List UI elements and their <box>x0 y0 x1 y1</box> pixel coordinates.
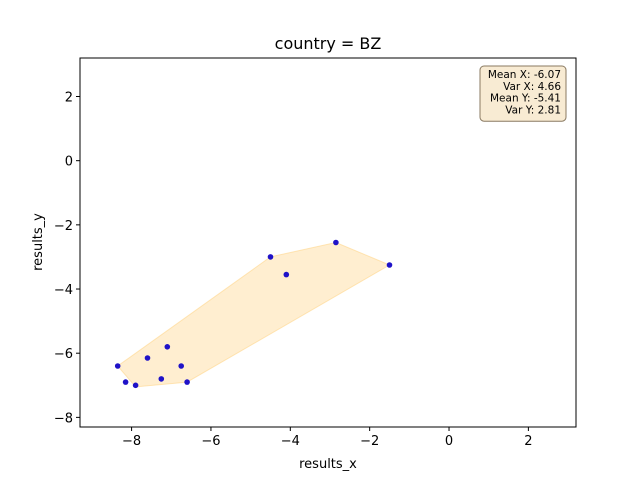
data-point <box>267 254 274 260</box>
y-tick-label: −6 <box>54 347 73 362</box>
y-tick-label: 0 <box>65 155 73 170</box>
data-point <box>158 376 165 382</box>
data-point <box>132 382 139 389</box>
x-tick-label: −8 <box>122 434 141 449</box>
data-point <box>283 271 290 278</box>
stats-line: Var X: 4.66 <box>503 81 561 93</box>
data-point <box>178 363 184 369</box>
data-point <box>122 379 129 385</box>
x-tick-label: −2 <box>360 434 379 449</box>
plot-frame <box>79 57 577 428</box>
x-tick-label: 0 <box>445 434 453 449</box>
x-tick-label: −6 <box>201 434 220 449</box>
stats-line: Var Y: 2.81 <box>505 104 561 116</box>
stats-line: Mean X: -6.07 <box>488 69 561 81</box>
chart-title: country = BZ <box>275 34 382 53</box>
x-tick-label: 2 <box>524 434 532 449</box>
stats-line: Mean Y: -5.41 <box>490 93 561 105</box>
x-tick-label: −4 <box>281 434 300 449</box>
hull-polygon <box>116 241 391 388</box>
stats-box <box>479 65 567 122</box>
y-tick-label: −4 <box>54 283 73 298</box>
x-axis-label: results_x <box>299 457 357 472</box>
y-axis-label: results_y <box>31 213 46 271</box>
y-tick-label: 2 <box>65 91 73 106</box>
data-point <box>164 344 171 350</box>
y-tick-label: −8 <box>54 411 73 426</box>
data-point <box>184 379 190 385</box>
y-tick-label: −2 <box>54 219 73 234</box>
data-point <box>333 239 339 246</box>
data-point <box>144 355 151 361</box>
data-point <box>386 262 393 268</box>
data-point <box>114 363 121 369</box>
